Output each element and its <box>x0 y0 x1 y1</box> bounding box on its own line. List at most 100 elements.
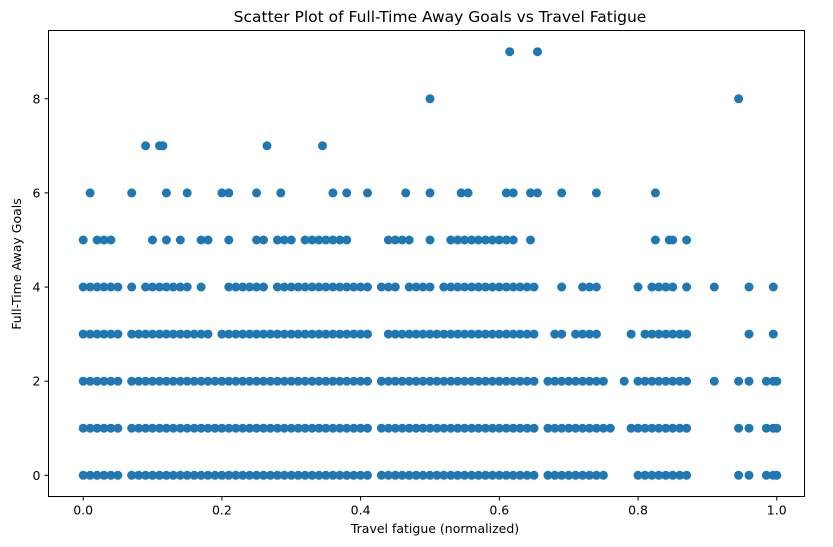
scatter-point <box>141 141 151 151</box>
scatter-point <box>342 235 352 245</box>
scatter-point <box>113 470 123 480</box>
scatter-point <box>307 329 317 339</box>
scatter-point <box>245 423 255 433</box>
scatter-point <box>314 329 324 339</box>
scatter-point <box>439 329 449 339</box>
scatter-point <box>286 470 296 480</box>
scatter-point <box>515 376 525 386</box>
scatter-point <box>238 376 248 386</box>
scatter-point <box>432 376 442 386</box>
scatter-point <box>78 282 88 292</box>
y-tick-label: 4 <box>33 280 41 295</box>
scatter-point <box>467 282 477 292</box>
scatter-point <box>668 423 678 433</box>
scatter-point <box>598 376 608 386</box>
scatter-point <box>155 423 164 433</box>
scatter-point <box>508 329 518 339</box>
scatter-point <box>761 470 771 480</box>
scatter-point <box>349 329 359 339</box>
scatter-point <box>383 282 393 292</box>
scatter-point <box>439 282 449 292</box>
scatter-point <box>286 282 296 292</box>
scatter-point <box>127 423 137 433</box>
scatter-point <box>99 282 109 292</box>
scatter-point <box>453 282 463 292</box>
scatter-point <box>134 329 144 339</box>
scatter-point <box>376 376 386 386</box>
scatter-point <box>481 376 490 386</box>
scatter-point <box>217 470 227 480</box>
scatter-point <box>85 188 95 198</box>
scatter-point <box>314 470 324 480</box>
scatter-point <box>411 470 421 480</box>
scatter-point <box>168 423 178 433</box>
scatter-point <box>272 282 282 292</box>
scatter-point <box>155 282 164 292</box>
scatter-point <box>272 470 282 480</box>
scatter-point <box>262 141 272 151</box>
scatter-point <box>661 282 671 292</box>
scatter-point <box>453 235 463 245</box>
scatter-point <box>474 376 483 386</box>
scatter-point <box>286 423 296 433</box>
scatter-point <box>533 47 542 57</box>
scatter-point <box>425 235 435 245</box>
scatter-point <box>141 376 151 386</box>
scatter-point <box>439 423 449 433</box>
scatter-point <box>640 376 650 386</box>
scatter-point <box>501 470 511 480</box>
scatter-point <box>390 235 400 245</box>
scatter-point <box>141 329 151 339</box>
x-tick-label: 0.4 <box>351 503 371 518</box>
scatter-point <box>761 376 771 386</box>
scatter-point <box>175 423 185 433</box>
scatter-point <box>744 282 754 292</box>
scatter-point <box>446 423 456 433</box>
scatter-point <box>148 376 157 386</box>
scatter-point <box>591 376 601 386</box>
scatter-point <box>276 188 286 198</box>
scatter-point <box>141 282 151 292</box>
scatter-point <box>314 423 324 433</box>
scatter-point <box>585 329 594 339</box>
scatter-point <box>397 470 407 480</box>
scatter-point <box>463 188 473 198</box>
scatter-point <box>335 470 345 480</box>
scatter-point <box>557 188 567 198</box>
scatter-point <box>529 329 539 339</box>
scatter-point <box>474 329 483 339</box>
scatter-point <box>626 329 636 339</box>
scatter-point <box>155 376 164 386</box>
scatter-point <box>127 329 137 339</box>
scatter-point <box>432 470 442 480</box>
scatter-point <box>252 470 262 480</box>
scatter-point <box>508 376 518 386</box>
scatter-point <box>772 376 782 386</box>
scatter-point <box>460 329 470 339</box>
scatter-point <box>161 329 171 339</box>
scatter-point <box>168 282 178 292</box>
scatter-point <box>175 282 185 292</box>
scatter-point <box>654 329 664 339</box>
scatter-point <box>349 376 359 386</box>
scatter-point <box>411 282 421 292</box>
scatter-point <box>168 376 178 386</box>
scatter-point <box>265 423 275 433</box>
scatter-point <box>92 329 102 339</box>
scatter-point <box>481 329 490 339</box>
scatter-point <box>349 282 359 292</box>
scatter-point <box>425 423 435 433</box>
scatter-point <box>224 470 234 480</box>
scatter-point <box>467 470 477 480</box>
scatter-point <box>134 376 144 386</box>
scatter-point <box>168 329 178 339</box>
scatter-point <box>148 282 157 292</box>
scatter-point <box>314 376 324 386</box>
scatter-point <box>404 329 414 339</box>
scatter-point <box>591 188 601 198</box>
scatter-point <box>481 282 490 292</box>
scatter-point <box>446 329 456 339</box>
scatter-point <box>446 282 456 292</box>
scatter-point <box>286 329 296 339</box>
scatter-point <box>99 235 109 245</box>
